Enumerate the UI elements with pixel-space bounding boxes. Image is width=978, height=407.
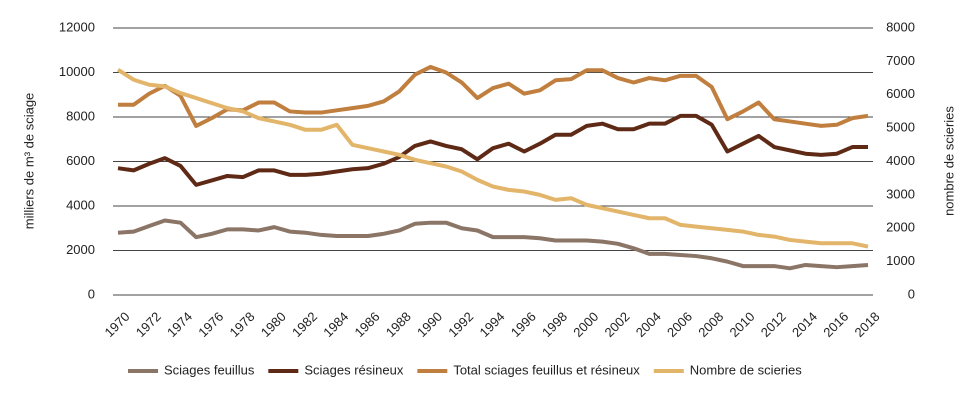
y2-tick-label: 3000 xyxy=(886,186,915,201)
y-tick-label: 8000 xyxy=(66,108,95,123)
y2-tick-label: 0 xyxy=(908,286,915,301)
legend-label: Total sciages feuillus et résineux xyxy=(453,362,640,377)
x-tick-label: 1970 xyxy=(101,309,132,340)
y-tick-label: 6000 xyxy=(66,153,95,168)
x-tick-label: 1980 xyxy=(258,309,289,340)
x-tick-label: 2012 xyxy=(758,309,789,340)
x-tick-label: 1972 xyxy=(133,309,164,340)
y-tick-label: 10000 xyxy=(59,64,95,79)
x-tick-label: 1990 xyxy=(414,309,445,340)
x-tick-label: 1988 xyxy=(383,309,414,340)
y-tick-label: 2000 xyxy=(66,242,95,257)
x-tick-label: 2014 xyxy=(789,309,820,340)
x-tick-label: 2002 xyxy=(601,309,632,340)
y2-axis-label: nombre de scieries xyxy=(941,106,956,216)
series-line xyxy=(117,113,868,187)
x-tick-label: 1974 xyxy=(164,309,195,340)
y-tick-label: 0 xyxy=(88,286,95,301)
x-tick-label: 1994 xyxy=(476,309,507,340)
x-tick-label: 1986 xyxy=(351,309,382,340)
x-tick-label: 1998 xyxy=(539,309,570,340)
x-tick-label: 2010 xyxy=(726,309,757,340)
y2-tick-label: 2000 xyxy=(886,220,915,235)
y-axis-label: milliers de m³ de sciage xyxy=(21,93,36,230)
x-tick-label: 1978 xyxy=(226,309,257,340)
y2-tick-label: 8000 xyxy=(886,19,915,34)
x-tick-label: 2004 xyxy=(633,309,664,340)
x-tick-label: 1996 xyxy=(508,309,539,340)
legend-label: Nombre de scieries xyxy=(690,362,802,377)
series-line xyxy=(116,68,869,249)
series-line xyxy=(117,218,869,271)
y2-tick-label: 5000 xyxy=(886,120,915,135)
y-tick-label: 4000 xyxy=(66,197,95,212)
x-tick-label: 2006 xyxy=(664,309,695,340)
y2-tick-label: 4000 xyxy=(886,153,915,168)
x-tick-label: 1984 xyxy=(320,309,351,340)
legend-label: Sciages résineux xyxy=(304,362,403,377)
x-tick-label: 1982 xyxy=(289,309,320,340)
y2-tick-label: 6000 xyxy=(886,86,915,101)
y2-tick-label: 1000 xyxy=(886,253,915,268)
x-tick-label: 2018 xyxy=(851,309,882,340)
x-tick-label: 2008 xyxy=(695,309,726,340)
x-tick-label: 2016 xyxy=(820,309,851,340)
x-tick-label: 2000 xyxy=(570,309,601,340)
y2-tick-label: 7000 xyxy=(886,53,915,68)
x-tick-label: 1992 xyxy=(445,309,476,340)
legend-label: Sciages feuillus xyxy=(164,362,255,377)
x-tick-label: 1976 xyxy=(195,309,226,340)
y-tick-label: 12000 xyxy=(59,19,95,34)
